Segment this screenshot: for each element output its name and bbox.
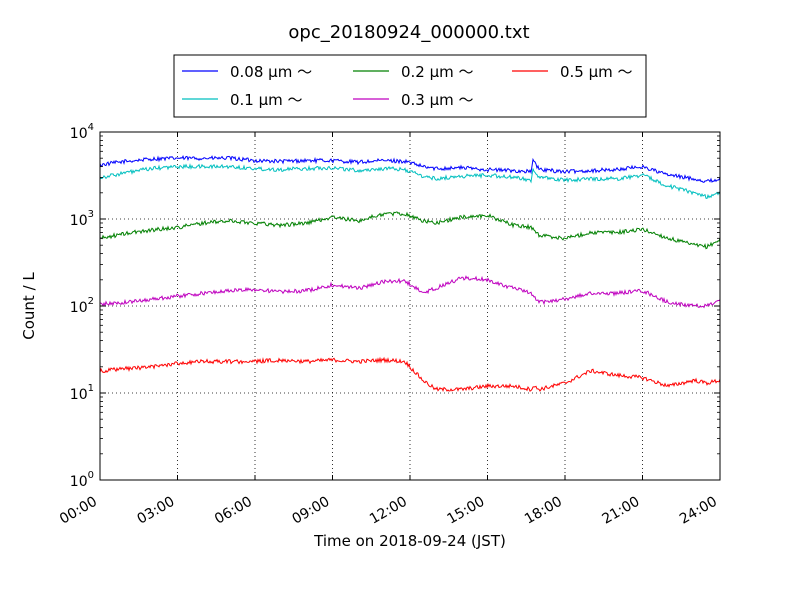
y-axis-label: Count / L — [20, 272, 38, 340]
legend-box — [173, 54, 647, 118]
axis-ticks — [99, 131, 721, 481]
legend-label-2: 0.1 µm ～ — [230, 91, 303, 109]
chart-title: opc_20180924_000000.txt — [288, 22, 529, 43]
series-line-5 — [99, 356, 721, 392]
legend-label-3: 0.2 µm ～ — [401, 63, 474, 81]
grid — [100, 132, 720, 480]
x-axis-label: Time on 2018-09-24 (JST) — [313, 532, 506, 550]
series-lines — [99, 155, 721, 392]
legend-label-4: 0.3 µm ～ — [401, 91, 474, 109]
series-line-2 — [99, 163, 721, 199]
legend: 0.08 µm ～ 0.1 µm ～ 0.2 µm ～ 0.3 µm ～ 0.5 µm … — [173, 54, 647, 118]
legend-label-1: 0.08 µm ～ — [230, 63, 312, 81]
legend-label-5: 0.5 µm ～ — [560, 63, 633, 81]
series-line-1 — [99, 155, 721, 183]
series-line-4 — [99, 275, 721, 309]
series-line-3 — [99, 211, 721, 250]
